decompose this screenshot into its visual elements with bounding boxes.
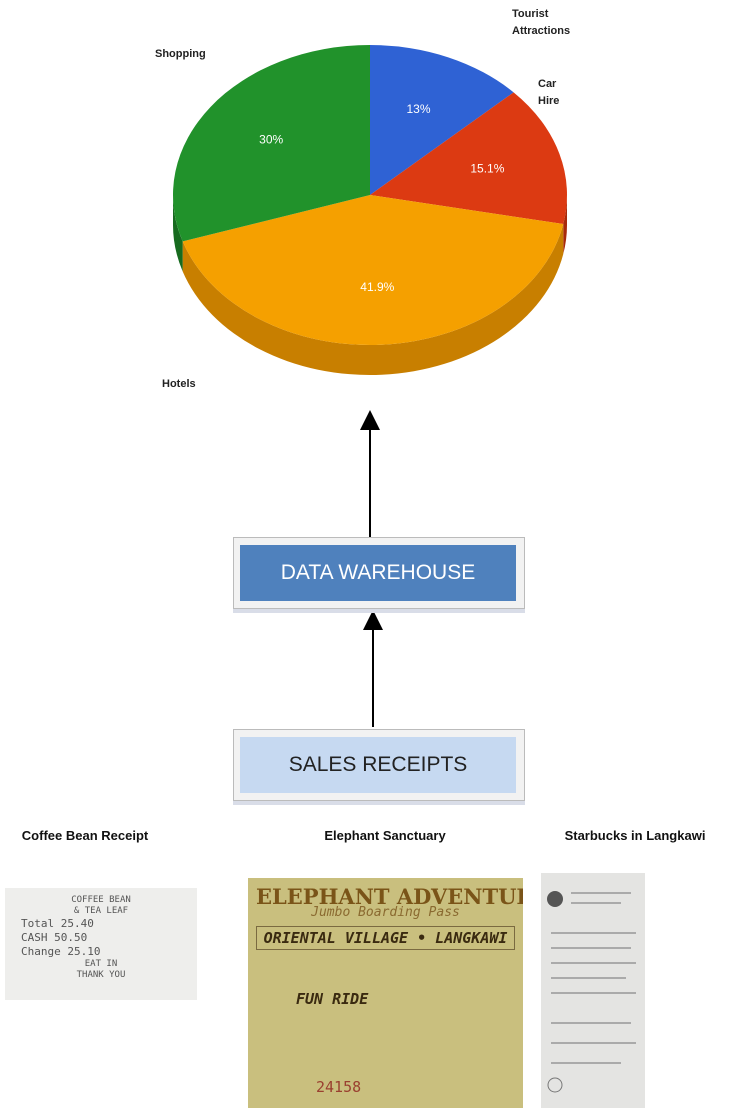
node-box: DATA WAREHOUSE [233, 537, 525, 609]
caption: Starbucks in Langkawi [565, 828, 706, 843]
receipt-texture [541, 873, 645, 1108]
page: {"chart_data": {"type": "pie", "categori… [0, 0, 739, 1108]
value-label: 30% [259, 133, 283, 147]
value-label: 41.9% [360, 280, 394, 294]
receipt-image [541, 873, 645, 1108]
receipt-text: ORIENTAL VILLAGE • LANGKAWI [256, 926, 515, 950]
receipt-text: Change 25.10 [21, 945, 185, 958]
node-label: DATA WAREHOUSE [240, 545, 516, 601]
receipt-text: & TEA LEAF [17, 906, 185, 916]
category-label: Car Hire [538, 76, 578, 110]
receipt-text: Total 25.40 [21, 917, 185, 930]
receipt-text: 24158 [316, 1078, 515, 1096]
receipt-text: FUN RIDE [296, 990, 515, 1008]
receipt-text: CASH 50.50 [21, 931, 185, 944]
caption: Coffee Bean Receipt [22, 828, 148, 843]
node-label: SALES RECEIPTS [240, 737, 516, 793]
caption: Elephant Sanctuary [324, 828, 445, 843]
pie-chart: 13% 15.1% 41.9% 30% [173, 45, 567, 375]
value-label: 13% [406, 102, 430, 116]
category-label: Shopping [155, 46, 225, 63]
node-box: SALES RECEIPTS [233, 729, 525, 801]
receipt-image: ELEPHANT ADVENTURESJumbo Boarding PassOR… [248, 878, 523, 1108]
receipt-text: COFFEE BEAN [17, 895, 185, 905]
receipt-text: THANK YOU [17, 970, 185, 980]
value-label: 15.1% [470, 162, 504, 176]
category-label: Hotels [162, 376, 222, 393]
category-label: Tourist Attractions [512, 6, 592, 40]
receipt-text: EAT IN [17, 959, 185, 969]
